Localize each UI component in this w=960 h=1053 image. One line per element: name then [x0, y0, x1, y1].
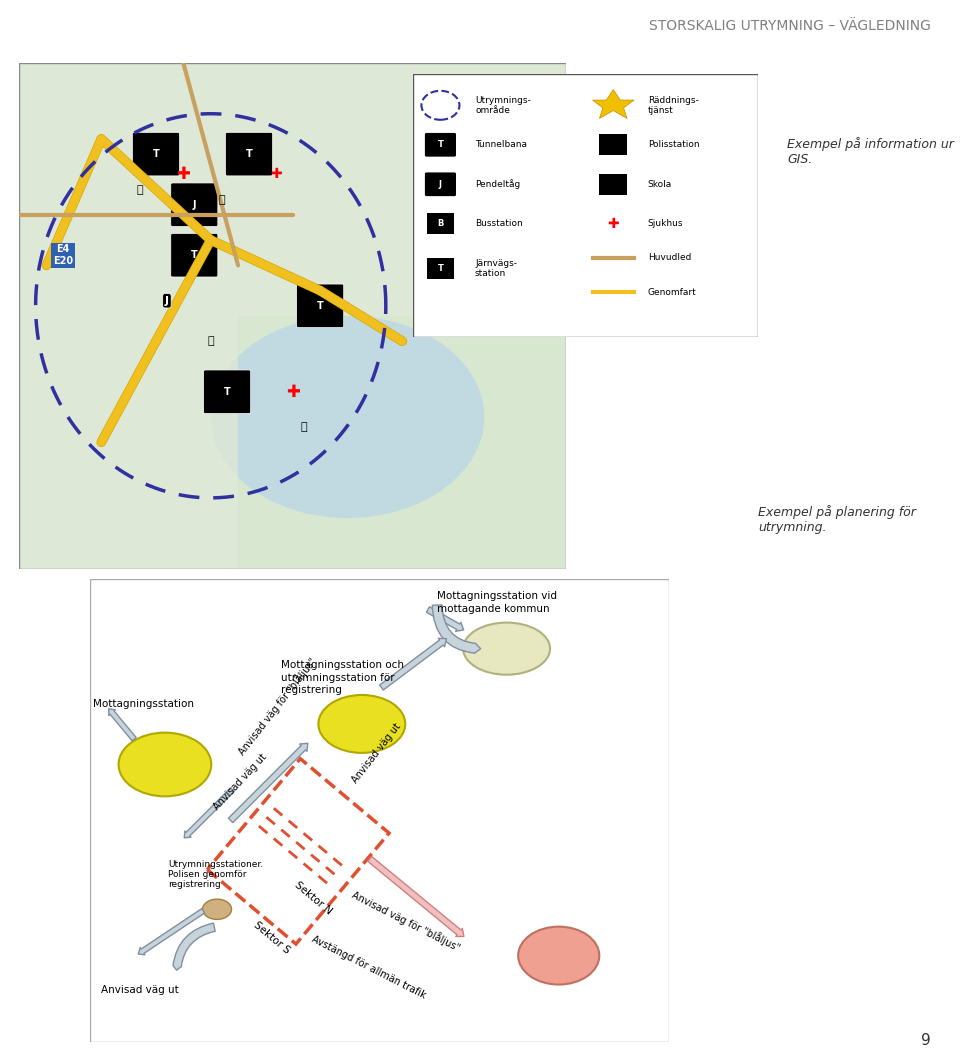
- Text: Utrymningsstationer.
Polisen genomför
registrering: Utrymningsstationer. Polisen genomför re…: [168, 859, 263, 890]
- FancyBboxPatch shape: [426, 258, 454, 279]
- FancyBboxPatch shape: [132, 133, 180, 176]
- Text: 9: 9: [922, 1033, 931, 1048]
- FancyBboxPatch shape: [425, 133, 456, 157]
- Text: Avstängd för allmän trafik: Avstängd för allmän trafik: [310, 934, 427, 1000]
- FancyBboxPatch shape: [293, 63, 566, 316]
- Text: T: T: [224, 386, 230, 397]
- Text: T: T: [246, 150, 252, 159]
- Text: Anvisad väg ut: Anvisad väg ut: [211, 752, 268, 812]
- Text: 🚶: 🚶: [218, 195, 225, 204]
- Text: Tunnelbana: Tunnelbana: [475, 140, 527, 150]
- Text: 🚶: 🚶: [612, 181, 615, 187]
- Text: ✚: ✚: [177, 165, 190, 183]
- FancyBboxPatch shape: [426, 213, 454, 234]
- Text: STORSKALIG UTRYMNING – VÄGLEDNING: STORSKALIG UTRYMNING – VÄGLEDNING: [649, 19, 931, 33]
- Text: 🚶: 🚶: [300, 422, 307, 432]
- Text: Mottagningsstation: Mottagningsstation: [92, 699, 194, 709]
- Text: Mottagningsstation vid
mottagande kommun: Mottagningsstation vid mottagande kommun: [437, 591, 557, 614]
- FancyBboxPatch shape: [425, 173, 456, 196]
- Text: Utrymnings-
område: Utrymnings- område: [475, 96, 531, 115]
- Text: Exempel på planering för
utrymning.: Exempel på planering för utrymning.: [758, 505, 916, 535]
- Text: T: T: [317, 301, 324, 311]
- Text: 🚶: 🚶: [136, 184, 143, 195]
- Text: 🚶: 🚶: [207, 336, 214, 346]
- Text: 👮: 👮: [612, 141, 615, 148]
- Text: Skola: Skola: [648, 180, 672, 188]
- Ellipse shape: [319, 695, 405, 753]
- Text: Mottagningsstation och
utrymningsstation för
registrering: Mottagningsstation och utrymningsstation…: [280, 660, 404, 695]
- Text: Sektor N: Sektor N: [293, 879, 333, 916]
- Text: Sjukhus: Sjukhus: [648, 219, 684, 229]
- Text: J: J: [439, 180, 442, 188]
- Text: Räddnings-
tjänst: Räddnings- tjänst: [648, 96, 699, 115]
- Text: T: T: [438, 140, 444, 150]
- Text: ✚: ✚: [286, 382, 300, 401]
- FancyBboxPatch shape: [297, 284, 344, 327]
- Text: Polisstation: Polisstation: [648, 140, 700, 150]
- FancyBboxPatch shape: [19, 63, 293, 316]
- FancyBboxPatch shape: [171, 183, 218, 226]
- Text: Anvisad väg ut: Anvisad väg ut: [101, 986, 179, 995]
- Text: J: J: [193, 200, 196, 210]
- Text: Exempel på information ur GIS.: Exempel på information ur GIS.: [787, 137, 954, 166]
- Ellipse shape: [518, 927, 599, 985]
- Text: Järnvägs-
station: Järnvägs- station: [475, 259, 517, 278]
- Ellipse shape: [119, 733, 211, 796]
- Text: ✚: ✚: [608, 217, 619, 231]
- FancyBboxPatch shape: [226, 133, 273, 176]
- Text: B: B: [437, 219, 444, 229]
- FancyBboxPatch shape: [599, 134, 627, 155]
- Text: Genomfart: Genomfart: [648, 287, 697, 297]
- Text: T: T: [191, 251, 198, 260]
- Ellipse shape: [463, 622, 550, 675]
- Text: Pendeltåg: Pendeltåg: [475, 179, 520, 190]
- FancyBboxPatch shape: [89, 579, 669, 1042]
- Text: Anvisad väg för "blåljus": Anvisad väg för "blåljus": [235, 655, 319, 756]
- Text: Huvudled: Huvudled: [648, 254, 691, 262]
- FancyBboxPatch shape: [171, 234, 218, 277]
- Text: ✚: ✚: [271, 167, 282, 181]
- Text: J: J: [165, 296, 169, 305]
- Ellipse shape: [203, 899, 231, 919]
- Polygon shape: [592, 90, 634, 118]
- FancyBboxPatch shape: [413, 74, 758, 337]
- FancyBboxPatch shape: [599, 174, 627, 195]
- Ellipse shape: [210, 316, 484, 518]
- Text: T: T: [438, 264, 444, 273]
- FancyBboxPatch shape: [19, 63, 566, 569]
- FancyBboxPatch shape: [204, 370, 251, 414]
- Text: Anvisad väg för "blåljus": Anvisad väg för "blåljus": [350, 889, 463, 953]
- Text: Anvisad väg ut: Anvisad väg ut: [350, 721, 403, 784]
- Text: Sektor S: Sektor S: [252, 920, 292, 956]
- Text: T: T: [153, 150, 159, 159]
- Text: Busstation: Busstation: [475, 219, 523, 229]
- FancyBboxPatch shape: [19, 316, 238, 569]
- Text: E4
E20: E4 E20: [53, 244, 73, 266]
